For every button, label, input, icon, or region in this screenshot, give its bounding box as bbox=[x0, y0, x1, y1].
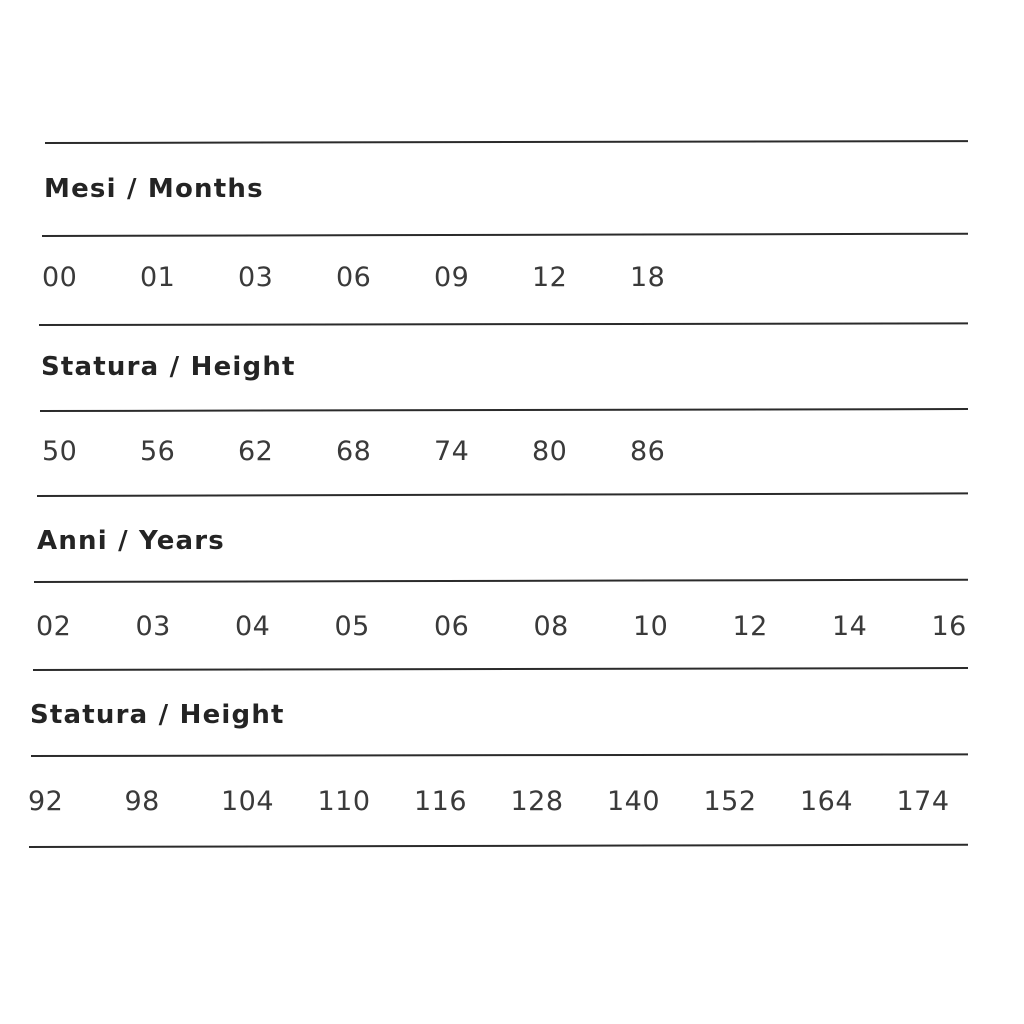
value-cell: 12 bbox=[732, 611, 768, 642]
value-cell: 86 bbox=[630, 436, 666, 467]
rule-under-years-values bbox=[32, 667, 969, 671]
value-cell: 98 bbox=[124, 786, 160, 817]
value-cell: 02 bbox=[36, 611, 72, 642]
value-cell: 80 bbox=[532, 436, 568, 467]
value-cell: 03 bbox=[238, 262, 274, 293]
section-label-years: Anni / Years bbox=[37, 526, 225, 556]
value-cell: 56 bbox=[140, 436, 176, 467]
value-cell: 74 bbox=[434, 436, 470, 467]
value-row-height-child: 92 98 104 110 116 128 140 152 164 174 bbox=[28, 786, 993, 817]
value-cell: 03 bbox=[135, 611, 171, 642]
value-cell: 06 bbox=[336, 262, 372, 293]
rule-top bbox=[44, 140, 969, 144]
value-cell: 68 bbox=[336, 436, 372, 467]
value-cell: 50 bbox=[42, 436, 78, 467]
value-cell: 04 bbox=[235, 611, 271, 642]
value-cell: 12 bbox=[532, 262, 568, 293]
value-cell: 174 bbox=[896, 786, 950, 817]
rule-under-height-infant-label bbox=[39, 408, 969, 412]
rule-bottom bbox=[28, 843, 968, 848]
value-cell: 10 bbox=[633, 611, 669, 642]
value-cell: 08 bbox=[533, 611, 569, 642]
value-cell: 00 bbox=[42, 262, 78, 293]
value-cell: 116 bbox=[414, 786, 468, 817]
value-cell: 128 bbox=[510, 786, 564, 817]
value-row-months: 00 01 03 06 09 12 18 bbox=[42, 262, 728, 293]
value-cell: 104 bbox=[221, 786, 275, 817]
value-cell: 16 bbox=[931, 611, 967, 642]
value-cell: 110 bbox=[317, 786, 371, 817]
value-cell: 140 bbox=[607, 786, 661, 817]
value-cell: 18 bbox=[630, 262, 666, 293]
value-cell: 14 bbox=[832, 611, 868, 642]
value-cell: 01 bbox=[140, 262, 176, 293]
rule-under-height-infant-values bbox=[36, 492, 968, 497]
value-cell: 92 bbox=[28, 786, 64, 817]
rule-under-height-child-label bbox=[30, 753, 969, 757]
rule-under-months-values bbox=[38, 322, 969, 326]
section-label-height-infant: Statura / Height bbox=[41, 352, 296, 382]
section-label-height-child: Statura / Height bbox=[30, 700, 285, 730]
section-label-months: Mesi / Months bbox=[44, 174, 264, 204]
value-cell: 05 bbox=[334, 611, 370, 642]
rule-under-months-label bbox=[41, 232, 968, 237]
value-cell: 152 bbox=[703, 786, 757, 817]
value-cell: 06 bbox=[434, 611, 470, 642]
value-cell: 09 bbox=[434, 262, 470, 293]
value-row-height-infant: 50 56 62 68 74 80 86 bbox=[42, 436, 728, 467]
value-cell: 62 bbox=[238, 436, 274, 467]
value-cell: 164 bbox=[800, 786, 854, 817]
rule-under-years-label bbox=[33, 578, 968, 583]
value-row-years: 02 03 04 05 06 08 10 12 14 16 bbox=[36, 611, 1024, 642]
